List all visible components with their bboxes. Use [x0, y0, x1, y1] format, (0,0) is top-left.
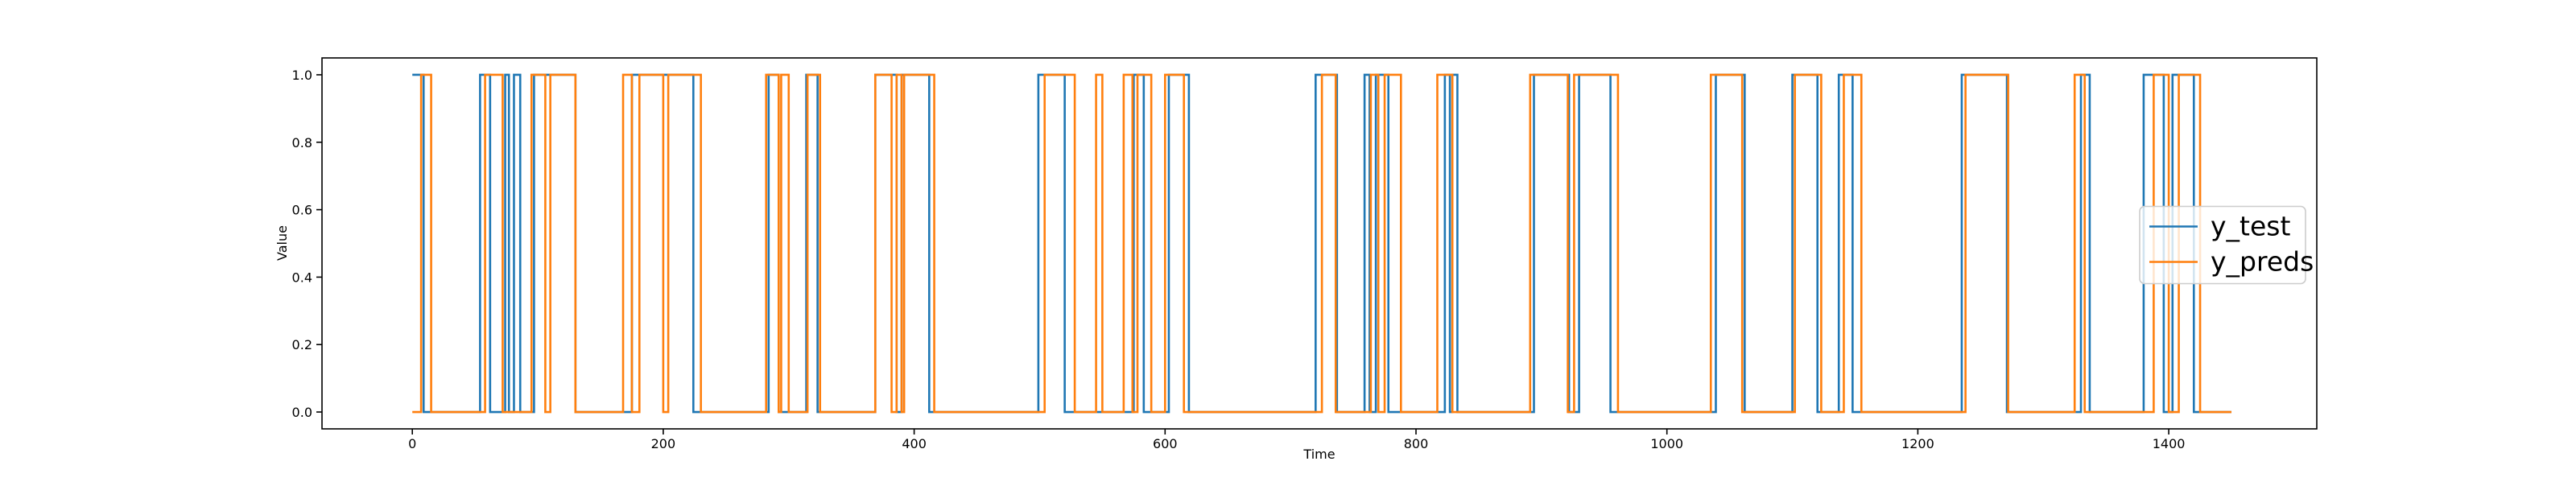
y-tick-label: 0.0 — [292, 405, 312, 420]
y-tick-label: 0.2 — [292, 337, 312, 352]
x-tick-label: 200 — [651, 436, 676, 451]
legend-label: y_test — [2211, 211, 2290, 242]
y-tick-label: 0.6 — [292, 203, 312, 218]
x-axis-label: Time — [1302, 447, 1335, 462]
y-axis-label: Value — [275, 225, 290, 261]
x-tick-label: 1400 — [2153, 436, 2186, 451]
x-tick-label: 1000 — [1650, 436, 1683, 451]
x-tick-label: 1200 — [1901, 436, 1934, 451]
y-tick-label: 0.4 — [292, 270, 312, 285]
series-line — [412, 73, 2232, 414]
legend: y_test y_preds — [2139, 205, 2314, 285]
x-tick-label: 800 — [1404, 436, 1429, 451]
x-tick-label: 0 — [408, 436, 416, 451]
legend-label: y_preds — [2211, 246, 2314, 278]
x-tick-label: 600 — [1153, 436, 1178, 451]
x-tick-label: 400 — [902, 436, 927, 451]
plot-frame — [321, 57, 2318, 430]
y-tick-label: 0.8 — [292, 135, 312, 150]
y-tick-label: 1.0 — [292, 68, 312, 83]
